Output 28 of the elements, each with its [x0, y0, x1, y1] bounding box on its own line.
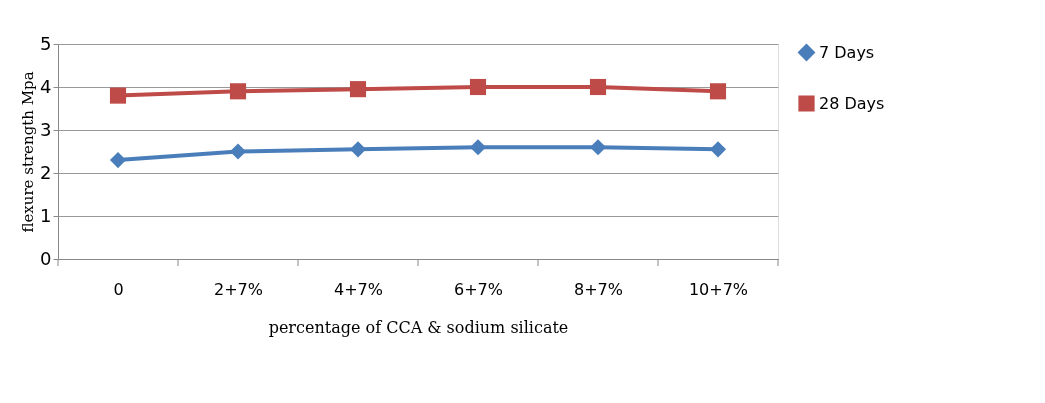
- y-tick-label: 0: [40, 247, 52, 269]
- x-tick-label: 4+7%: [334, 279, 383, 299]
- point: [349, 81, 367, 98]
- y-tick-label: 1: [40, 204, 52, 226]
- point: [709, 83, 727, 100]
- x-axis-title: percentage of CCA & sodium silicate: [268, 317, 569, 337]
- y-tick-label: 2: [40, 161, 52, 183]
- point: [709, 141, 727, 158]
- y-tick-label: 5: [40, 32, 52, 54]
- x-tick-label: 0: [113, 279, 124, 299]
- x-tick-label: 8+7%: [574, 279, 623, 299]
- x-tick-label: 6+7%: [454, 279, 503, 299]
- point: [229, 143, 247, 160]
- y-tick-label: 4: [40, 75, 52, 97]
- point: [469, 139, 487, 156]
- y-tick-label: 3: [40, 118, 52, 140]
- point: [589, 78, 607, 96]
- x-tick-label: 10+7%: [688, 279, 749, 299]
- point: [349, 141, 367, 158]
- legend-label: 28 Days: [819, 93, 885, 113]
- y-axis-title: flexure strength Mpa: [19, 71, 38, 233]
- point: [109, 152, 127, 169]
- point: [589, 139, 607, 156]
- point: [109, 87, 127, 104]
- point: [469, 78, 487, 96]
- x-tick-label: 2+7%: [214, 279, 263, 299]
- legend-label: 7 Days: [819, 42, 875, 62]
- point: [229, 83, 247, 100]
